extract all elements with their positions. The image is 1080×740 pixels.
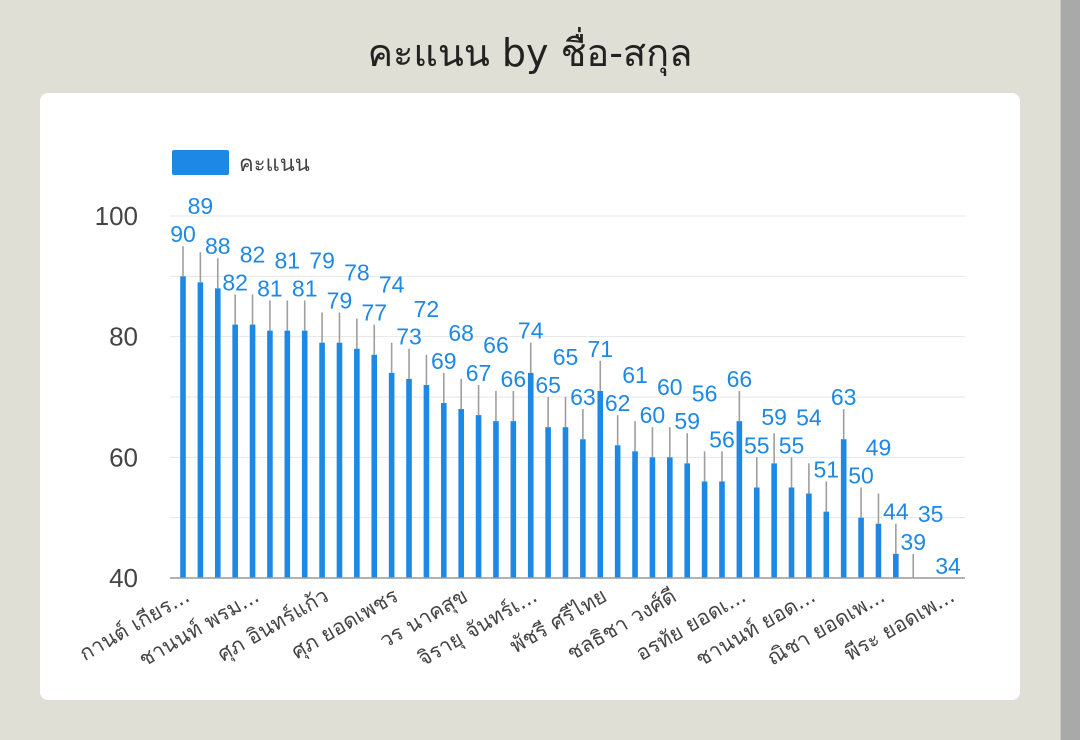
data-label: 77 (361, 300, 387, 326)
bar (197, 282, 204, 578)
data-label: 89 (188, 193, 214, 219)
data-label: 81 (275, 247, 301, 273)
bar (562, 427, 569, 578)
data-label: 82 (222, 269, 248, 295)
bar (249, 324, 256, 578)
bar (301, 330, 308, 578)
data-label: 34 (935, 553, 961, 579)
data-label: 51 (813, 456, 839, 482)
data-label: 62 (605, 390, 631, 416)
data-label: 59 (674, 408, 700, 434)
bar (875, 523, 882, 578)
bar (701, 481, 708, 578)
bar (580, 439, 586, 578)
y-tick-label: 100 (95, 201, 138, 231)
bar (736, 421, 743, 578)
data-label: 60 (640, 402, 666, 428)
bar (823, 511, 830, 578)
data-label: 68 (448, 320, 474, 346)
data-label: 81 (292, 275, 318, 301)
bar (667, 457, 673, 578)
data-label: 65 (535, 372, 561, 398)
bar (753, 487, 760, 578)
data-label: 56 (692, 380, 718, 406)
bar (545, 427, 551, 578)
bar (232, 324, 238, 578)
data-label: 66 (727, 366, 753, 392)
bar (858, 517, 864, 578)
bar (840, 439, 847, 578)
data-label: 69 (431, 348, 457, 374)
bar (354, 348, 360, 578)
data-label: 79 (309, 248, 335, 274)
bar (284, 330, 291, 578)
data-label: 71 (587, 336, 613, 362)
bar (649, 457, 656, 578)
data-label: 73 (396, 324, 422, 350)
data-label: 61 (622, 362, 648, 388)
data-label: 78 (344, 260, 370, 286)
bar (180, 276, 186, 578)
data-label: 35 (918, 501, 944, 527)
data-label: 90 (170, 221, 196, 247)
legend-swatch (172, 150, 229, 175)
data-label: 55 (779, 432, 805, 458)
data-label: 81 (257, 275, 283, 301)
y-tick-label: 60 (109, 442, 138, 472)
bar (684, 463, 691, 578)
data-label: 66 (501, 366, 527, 392)
data-label: 74 (379, 272, 405, 298)
data-label: 60 (657, 374, 683, 400)
bar (214, 288, 221, 578)
bar (632, 451, 638, 578)
bar (806, 493, 812, 578)
data-label: 67 (466, 360, 492, 386)
data-label: 49 (866, 435, 892, 461)
bar (614, 445, 621, 578)
data-label: 39 (900, 529, 926, 555)
bar (458, 409, 464, 578)
bar (771, 463, 777, 578)
bar (597, 390, 604, 578)
bar (527, 372, 534, 578)
data-label: 63 (831, 384, 857, 410)
y-tick-label: 80 (109, 322, 138, 352)
bar (406, 378, 412, 578)
bar (336, 342, 343, 578)
data-label: 74 (518, 318, 544, 344)
data-label: 88 (205, 233, 231, 259)
bar (371, 354, 378, 578)
bar (788, 487, 795, 578)
bar (319, 342, 325, 578)
y-tick-label: 40 (109, 563, 138, 593)
chart-title: คะแนน by ชื่อ-สกุล (367, 31, 693, 75)
bar (719, 481, 725, 578)
legend-label: คะแนน (239, 152, 310, 177)
bar (423, 384, 430, 578)
data-label: 79 (327, 288, 353, 314)
data-label: 66 (483, 332, 509, 358)
data-label: 56 (709, 426, 735, 452)
scrollbar[interactable] (1060, 0, 1080, 740)
data-label: 50 (848, 463, 874, 489)
bar (440, 403, 447, 578)
data-label: 63 (570, 384, 596, 410)
data-label: 44 (883, 499, 909, 525)
data-label: 55 (744, 432, 770, 458)
bar (493, 421, 499, 578)
data-label: 82 (240, 241, 266, 267)
bar (388, 372, 395, 578)
data-label: 59 (761, 404, 787, 430)
data-label: 54 (796, 404, 822, 430)
bar (510, 421, 517, 578)
bar (475, 415, 482, 578)
data-label: 65 (553, 344, 579, 370)
bar (893, 553, 899, 578)
bar (267, 330, 273, 578)
data-label: 72 (414, 296, 440, 322)
